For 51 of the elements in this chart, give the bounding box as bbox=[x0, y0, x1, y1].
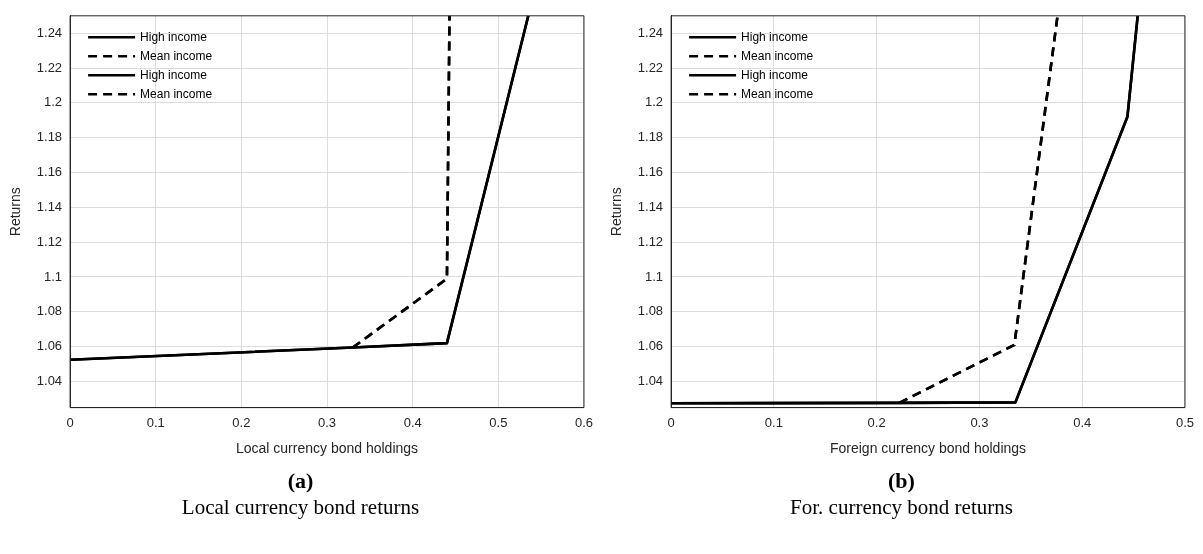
x-tick-label: 0.3 bbox=[970, 414, 989, 430]
legend-label: High income bbox=[741, 29, 809, 44]
x-tick-label: 0 bbox=[667, 414, 675, 430]
text: (b) bbox=[887, 468, 916, 494]
legend-label: Mean income bbox=[741, 48, 814, 63]
x-tick-label: 0.4 bbox=[403, 414, 422, 430]
y-tick-label: 1.14 bbox=[36, 198, 63, 214]
x-tick-label: 0.5 bbox=[489, 414, 508, 430]
text: For. currency bond returns bbox=[789, 494, 1014, 520]
y-tick-label: 1.16 bbox=[36, 164, 63, 180]
legend-label: High income bbox=[741, 67, 809, 82]
y-tick-label: 1.04 bbox=[637, 373, 664, 389]
y-tick-label: 1.16 bbox=[637, 164, 664, 180]
x-tick-label: 0.4 bbox=[1073, 414, 1092, 430]
legend-label: High income bbox=[140, 29, 208, 44]
x-tick-label: 0.5 bbox=[1175, 414, 1194, 430]
legend-label: Mean income bbox=[741, 86, 814, 101]
y-axis-title: Returns bbox=[7, 187, 24, 237]
y-tick-label: 1.18 bbox=[637, 129, 664, 145]
y-tick-label: 1.06 bbox=[637, 338, 664, 354]
y-tick-label: 1.04 bbox=[36, 373, 63, 389]
y-tick-label: 1.24 bbox=[637, 24, 664, 40]
x-tick-label: 0.3 bbox=[317, 414, 337, 430]
legend-label: Mean income bbox=[140, 86, 213, 101]
x-tick-label: 0.1 bbox=[146, 414, 165, 430]
x-axis-title: Local currency bond holdings bbox=[235, 440, 419, 457]
y-tick-label: 1.12 bbox=[36, 233, 63, 249]
y-tick-label: 1.22 bbox=[637, 59, 664, 75]
x-tick-label: 0.1 bbox=[764, 414, 783, 430]
y-tick-label: 1.1 bbox=[645, 268, 664, 284]
x-tick-label: 0.6 bbox=[574, 414, 593, 430]
text: (a) bbox=[286, 468, 315, 494]
y-tick-label: 1.24 bbox=[36, 24, 63, 40]
y-tick-label: 1.22 bbox=[36, 59, 63, 75]
y-tick-label: 1.2 bbox=[645, 94, 664, 110]
x-tick-label: 0 bbox=[66, 414, 74, 430]
y-tick-label: 1.12 bbox=[637, 233, 664, 249]
text: Local currency bond returns bbox=[180, 494, 421, 520]
y-tick-label: 1.18 bbox=[36, 129, 63, 145]
x-tick-label: 0.2 bbox=[232, 414, 251, 430]
x-axis-title: Foreign currency bond holdings bbox=[829, 440, 1027, 457]
x-tick-label: 0.2 bbox=[867, 414, 886, 430]
legend-label: Mean income bbox=[140, 48, 213, 63]
y-tick-label: 1.1 bbox=[44, 268, 63, 284]
y-tick-label: 1.14 bbox=[637, 198, 664, 214]
y-axis-title: Returns bbox=[608, 187, 625, 237]
y-tick-label: 1.06 bbox=[36, 338, 63, 354]
y-tick-label: 1.08 bbox=[637, 303, 664, 319]
y-tick-label: 1.2 bbox=[44, 94, 63, 110]
y-tick-label: 1.08 bbox=[36, 303, 63, 319]
legend-label: High income bbox=[140, 67, 208, 82]
